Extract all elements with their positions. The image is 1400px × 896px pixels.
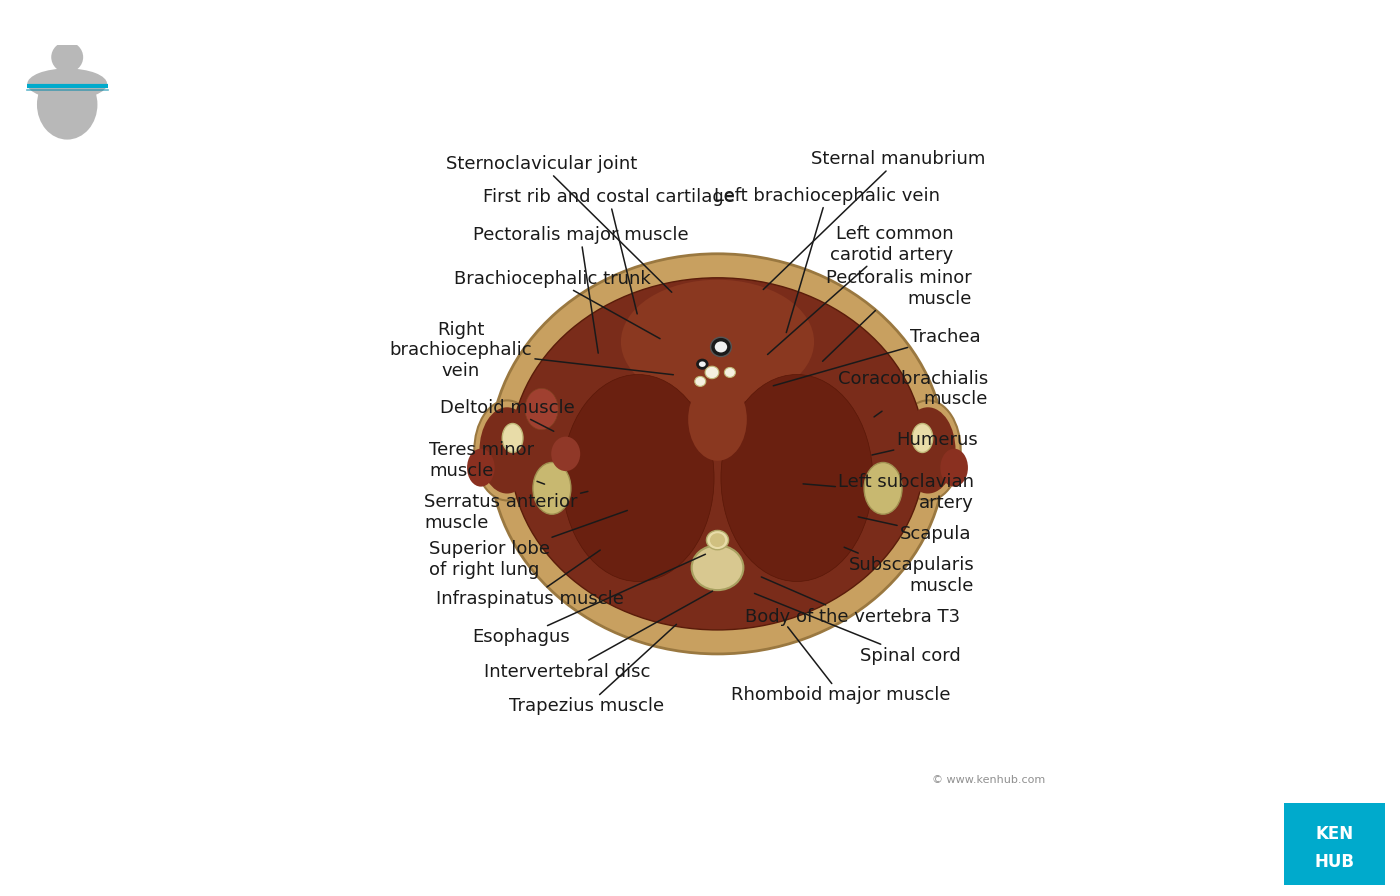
Text: Right
brachiocephalic
vein: Right brachiocephalic vein bbox=[389, 321, 673, 380]
Text: Superior lobe
of right lung: Superior lobe of right lung bbox=[430, 511, 627, 579]
Ellipse shape bbox=[699, 361, 706, 367]
Text: Pectoralis minor
muscle: Pectoralis minor muscle bbox=[823, 269, 972, 361]
Ellipse shape bbox=[715, 341, 727, 352]
Text: Deltoid muscle: Deltoid muscle bbox=[440, 399, 575, 431]
Ellipse shape bbox=[711, 337, 731, 357]
Text: Left subclavian
artery: Left subclavian artery bbox=[804, 473, 974, 512]
Text: HUB: HUB bbox=[1315, 853, 1354, 871]
Text: Rhomboid major muscle: Rhomboid major muscle bbox=[731, 627, 951, 704]
Ellipse shape bbox=[706, 366, 718, 379]
FancyBboxPatch shape bbox=[1278, 798, 1390, 890]
Text: KEN: KEN bbox=[1315, 825, 1354, 843]
Ellipse shape bbox=[707, 530, 728, 550]
Ellipse shape bbox=[710, 533, 725, 547]
Ellipse shape bbox=[895, 401, 960, 501]
Text: Left brachiocephalic vein: Left brachiocephalic vein bbox=[714, 187, 939, 332]
Text: Infraspinatus muscle: Infraspinatus muscle bbox=[435, 550, 624, 607]
Text: Spinal cord: Spinal cord bbox=[755, 593, 960, 665]
Ellipse shape bbox=[721, 375, 872, 582]
Ellipse shape bbox=[864, 462, 902, 514]
Text: First rib and costal cartilage: First rib and costal cartilage bbox=[483, 188, 735, 314]
Ellipse shape bbox=[552, 436, 580, 471]
Text: Body of the vertebra T3: Body of the vertebra T3 bbox=[745, 577, 960, 625]
Ellipse shape bbox=[900, 408, 956, 494]
Ellipse shape bbox=[563, 375, 714, 582]
Ellipse shape bbox=[622, 280, 813, 404]
Text: Coracobrachialis
muscle: Coracobrachialis muscle bbox=[837, 370, 988, 417]
Ellipse shape bbox=[692, 546, 743, 590]
Text: Trachea: Trachea bbox=[773, 328, 981, 386]
Ellipse shape bbox=[724, 367, 735, 377]
Text: Esophagus: Esophagus bbox=[473, 555, 706, 646]
Ellipse shape bbox=[533, 462, 571, 514]
Ellipse shape bbox=[694, 376, 706, 386]
Text: Sternoclavicular joint: Sternoclavicular joint bbox=[447, 155, 672, 292]
Text: Brachiocephalic trunk: Brachiocephalic trunk bbox=[454, 270, 659, 339]
Ellipse shape bbox=[479, 408, 535, 494]
Ellipse shape bbox=[511, 278, 924, 630]
Text: Intervertebral disc: Intervertebral disc bbox=[484, 591, 713, 681]
Text: Trapezius muscle: Trapezius muscle bbox=[510, 625, 676, 715]
Ellipse shape bbox=[941, 449, 967, 487]
Ellipse shape bbox=[475, 401, 540, 501]
Ellipse shape bbox=[36, 70, 98, 140]
Ellipse shape bbox=[468, 449, 494, 487]
Ellipse shape bbox=[28, 68, 106, 99]
Ellipse shape bbox=[52, 42, 83, 73]
Ellipse shape bbox=[503, 424, 524, 452]
Text: Humerus: Humerus bbox=[872, 431, 979, 455]
Text: © www.kenhub.com: © www.kenhub.com bbox=[932, 775, 1046, 785]
Ellipse shape bbox=[696, 358, 708, 370]
Text: Teres minor
muscle: Teres minor muscle bbox=[430, 442, 545, 484]
Text: Left common
carotid artery: Left common carotid artery bbox=[767, 225, 953, 355]
Ellipse shape bbox=[490, 254, 945, 654]
Text: Sternal manubrium: Sternal manubrium bbox=[763, 151, 986, 289]
Text: Serratus anterior
muscle: Serratus anterior muscle bbox=[424, 491, 588, 532]
Ellipse shape bbox=[689, 378, 746, 461]
Text: Subscapularis
muscle: Subscapularis muscle bbox=[844, 547, 974, 595]
Text: Scapula: Scapula bbox=[858, 517, 972, 543]
Text: Pectoralis major muscle: Pectoralis major muscle bbox=[473, 226, 689, 353]
Ellipse shape bbox=[525, 388, 559, 430]
Ellipse shape bbox=[911, 424, 932, 452]
